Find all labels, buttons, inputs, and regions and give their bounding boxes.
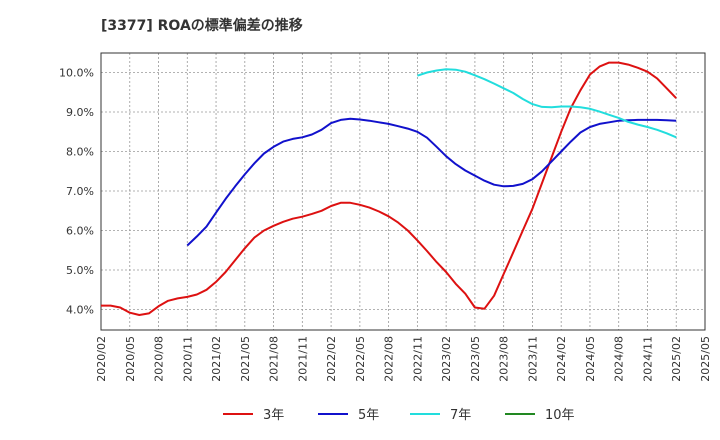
x-tick-label: 2022/11 [411, 336, 424, 382]
x-tick-label: 2021/05 [239, 336, 252, 382]
x-tick-label: 2023/05 [469, 336, 482, 382]
x-axis: 2020/02 2020/05 2020/08 2020/11 2021/02 2021/… [95, 336, 712, 382]
y-tick-label: 4.0% [66, 304, 94, 317]
plot-area [100, 52, 706, 331]
y-tick-label: 10.0% [59, 67, 94, 80]
x-tick-label: 2023/11 [526, 336, 539, 382]
x-tick-label: 2025/05 [699, 336, 712, 382]
series-lines [101, 61, 677, 316]
x-tick-label: 2022/05 [354, 336, 367, 382]
series-line-5年 [186, 117, 677, 247]
y-tick-label: 7.0% [66, 185, 94, 198]
x-tick-label: 2023/08 [498, 336, 511, 382]
x-tick-label: 2024/08 [613, 336, 626, 382]
legend: 3年 5年 7年 10年 [223, 408, 575, 423]
x-tick-label: 2020/11 [181, 336, 194, 382]
legend-label: 5年 [358, 408, 379, 423]
x-tick-label: 2020/02 [95, 336, 108, 382]
x-tick-label: 2024/02 [555, 336, 568, 382]
x-tick-label: 2025/02 [670, 336, 683, 382]
chart-title: [3377] ROAの標準偏差の推移 [101, 17, 303, 34]
x-tick-label: 2022/02 [325, 336, 338, 382]
x-tick-label: 2021/11 [296, 336, 309, 382]
series-line-3年 [101, 61, 677, 316]
legend-label: 7年 [450, 408, 471, 423]
x-tick-label: 2020/05 [124, 336, 137, 382]
x-tick-label: 2021/02 [210, 336, 223, 382]
x-tick-label: 2024/05 [584, 336, 597, 382]
x-tick-label: 2020/08 [153, 336, 166, 382]
series-line-7年 [417, 68, 677, 139]
y-axis: 4.0% 5.0% 6.0% 7.0% 8.0% 9.0% 10.0% [59, 67, 94, 317]
y-tick-label: 6.0% [66, 225, 94, 238]
legend-label: 3年 [263, 408, 284, 423]
x-tick-label: 2024/11 [641, 336, 654, 382]
x-tick-label: 2022/08 [383, 336, 396, 382]
y-tick-label: 8.0% [66, 146, 94, 159]
legend-label: 10年 [545, 408, 575, 423]
x-tick-label: 2023/02 [440, 336, 453, 382]
y-tick-label: 9.0% [66, 106, 94, 119]
x-tick-label: 2021/08 [268, 336, 281, 382]
y-tick-label: 5.0% [66, 264, 94, 277]
